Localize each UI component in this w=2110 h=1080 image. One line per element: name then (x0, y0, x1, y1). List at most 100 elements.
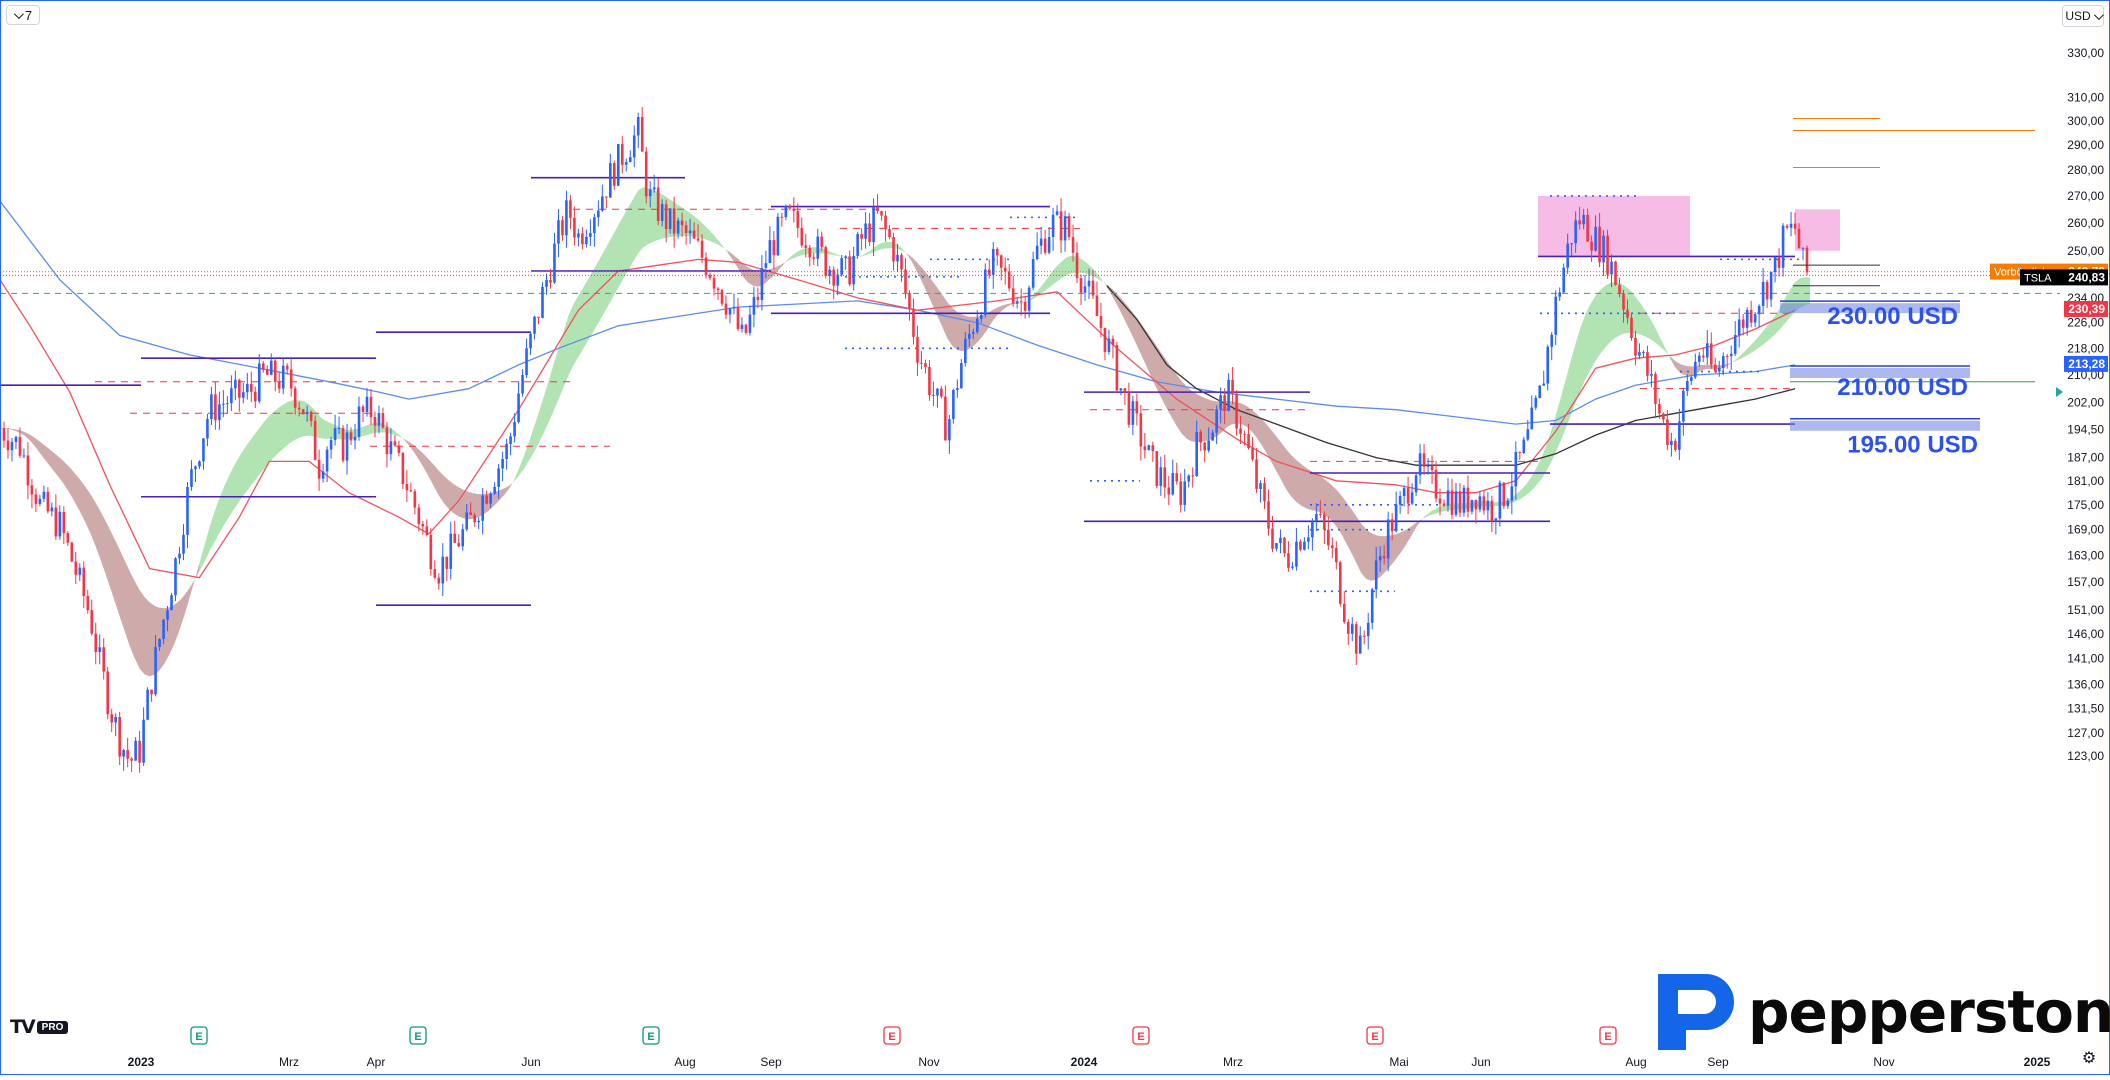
earnings-marker[interactable]: E (883, 1026, 901, 1045)
candle (1358, 626, 1362, 654)
candle-body (656, 187, 660, 221)
candle-body (1749, 309, 1753, 323)
candle (417, 504, 421, 532)
candle (1701, 347, 1705, 363)
candle (289, 356, 293, 397)
candle-body (684, 225, 688, 234)
candle (1342, 591, 1346, 624)
candle (1430, 455, 1434, 485)
candle-body (401, 452, 405, 484)
candle-body (1159, 467, 1163, 486)
candle (1554, 290, 1558, 346)
candle-body (1386, 519, 1390, 559)
candle-body (1462, 487, 1466, 513)
candle-body (1745, 309, 1749, 328)
earnings-letter: E (1604, 1031, 1611, 1043)
candle-body (1015, 301, 1019, 304)
candle (1562, 263, 1565, 294)
candle-body (453, 533, 457, 543)
candle (716, 287, 720, 300)
earnings-marker[interactable]: E (409, 1026, 427, 1045)
earnings-marker[interactable]: E (642, 1026, 660, 1045)
candle (1402, 485, 1406, 507)
earnings-marker[interactable]: E (190, 1026, 208, 1045)
candle (796, 203, 800, 238)
candle (409, 482, 413, 493)
candle (644, 146, 648, 204)
interval-button[interactable]: 7 (6, 5, 40, 25)
candle-body (1566, 243, 1569, 268)
candle (1015, 298, 1019, 309)
earnings-marker[interactable]: E (1366, 1026, 1384, 1045)
candle (1107, 329, 1111, 355)
candle-body (916, 336, 919, 363)
settings-gear-icon[interactable]: ⚙ (2081, 1050, 2097, 1067)
earnings-marker[interactable]: E (1599, 1026, 1617, 1045)
earnings-letter: E (195, 1031, 202, 1043)
earnings-marker[interactable]: E (1132, 1026, 1150, 1045)
candle (1251, 437, 1254, 462)
candle-body (1450, 490, 1454, 515)
candle-body (1789, 223, 1793, 228)
candle (1450, 478, 1454, 520)
candle (1526, 419, 1530, 442)
candle (1442, 499, 1446, 507)
candle (928, 360, 931, 401)
candle (337, 416, 341, 435)
candle (162, 618, 165, 645)
candle-body (995, 248, 999, 256)
candle (14, 435, 18, 450)
candle (1183, 468, 1187, 512)
candle (1291, 561, 1294, 570)
candle (297, 402, 301, 417)
candle-body (724, 303, 728, 315)
candle (178, 546, 181, 565)
candle (154, 635, 157, 697)
candle (345, 424, 349, 475)
candle (1366, 612, 1370, 650)
candle-body (1733, 335, 1737, 354)
candle-body (1087, 280, 1091, 287)
candle (976, 310, 979, 335)
candle (1698, 351, 1701, 367)
candle (1051, 207, 1055, 251)
candle (1354, 621, 1358, 665)
candle-body (1323, 514, 1326, 530)
candle (1003, 257, 1007, 285)
candle-body (1175, 473, 1179, 482)
candle (1131, 396, 1135, 436)
candle-body (1031, 259, 1035, 288)
candle (473, 513, 476, 527)
candle-body (932, 394, 935, 396)
tradingview-logo[interactable]: TV PRO (10, 1016, 69, 1038)
candle (1666, 409, 1669, 451)
candle-body (497, 468, 500, 487)
candle (397, 440, 401, 457)
candle (968, 324, 971, 347)
candle (836, 268, 839, 296)
candle (1111, 335, 1115, 359)
candle (1394, 491, 1398, 533)
candle (230, 375, 233, 411)
target-label: 195.00 USD (1847, 432, 1978, 459)
candle-body (1007, 271, 1011, 289)
candle-body (752, 296, 756, 315)
candle (1378, 545, 1382, 572)
candle (712, 274, 716, 296)
candle-body (1342, 603, 1346, 622)
currency-button[interactable]: USD (2062, 5, 2104, 27)
price-label-bg (2064, 355, 2108, 372)
candle (1705, 330, 1709, 365)
candle-body (1151, 445, 1155, 452)
candle (888, 225, 891, 240)
candle (1215, 405, 1218, 445)
candle-body (142, 719, 145, 763)
candle-body (34, 494, 38, 504)
candle (1287, 541, 1290, 572)
candle (122, 748, 125, 771)
candle (1147, 444, 1151, 451)
candle (226, 396, 229, 414)
price-tick-label: 141,00 (2067, 652, 2104, 666)
